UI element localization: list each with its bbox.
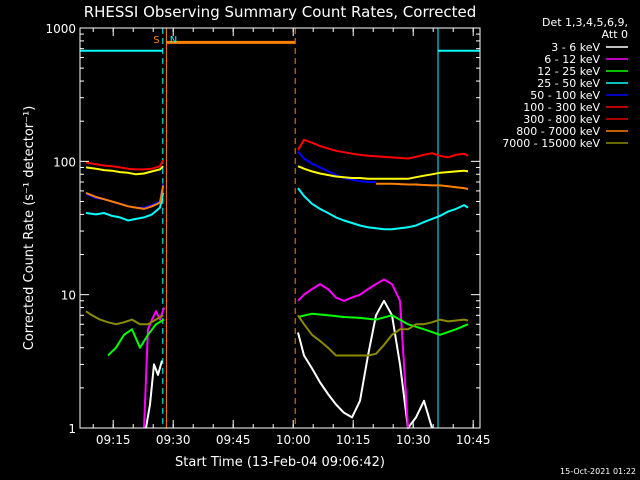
- legend-label: 25 - 50 keV: [537, 77, 600, 90]
- x-tick-label: 10:30: [396, 433, 431, 447]
- x-tick-label: 10:45: [456, 433, 491, 447]
- footer-timestamp: 15-Oct-2021 01:22: [560, 467, 636, 476]
- x-tick-label: 09:15: [96, 433, 131, 447]
- marker-n: N: [170, 35, 177, 46]
- series-line: [145, 360, 163, 429]
- series-line: [297, 299, 433, 429]
- y-tick-label: 1000: [45, 22, 76, 36]
- x-tick-label: 10:15: [336, 433, 371, 447]
- x-tick-label: 09:30: [156, 433, 191, 447]
- legend-label: 12 - 25 keV: [537, 65, 600, 78]
- x-axis-label: Start Time (13-Feb-04 09:06:42): [175, 455, 385, 470]
- series-line: [297, 151, 376, 183]
- legend-label: 7000 - 15000 keV: [502, 137, 600, 150]
- x-tick-label: 10:00: [276, 433, 311, 447]
- legend-label: 100 - 300 keV: [523, 101, 600, 114]
- legend-label: 300 - 800 keV: [523, 113, 600, 126]
- y-tick-label: 100: [53, 155, 76, 169]
- legend-header: Det 1,3,4,5,6,9,: [542, 16, 628, 29]
- y-axis-label: Corrected Count Rate (s⁻¹ detector⁻¹): [22, 106, 37, 351]
- legend-header: Att 0: [602, 28, 628, 41]
- series-line: [297, 165, 469, 180]
- series-line: [107, 318, 165, 357]
- chart-title: RHESSI Observing Summary Count Rates, Co…: [84, 3, 477, 21]
- legend-label: 50 - 100 keV: [530, 89, 600, 102]
- series-line: [297, 312, 469, 336]
- series-line: [297, 278, 409, 429]
- legend-label: 800 - 7000 keV: [516, 125, 600, 138]
- series-line: [297, 187, 469, 231]
- series-line: [376, 182, 469, 190]
- x-axis: 09:15 09:30 09:45 10:00 10:15 10:30 10:45: [92, 28, 491, 447]
- series-line: [297, 138, 469, 160]
- legend-label: 6 - 12 keV: [544, 53, 600, 66]
- y-tick-label: 1: [68, 422, 76, 436]
- marker-s: S: [153, 35, 159, 46]
- series-line: [85, 310, 164, 326]
- series-line: [85, 185, 165, 210]
- plot-frame: [79, 27, 481, 429]
- series-line: [85, 159, 165, 171]
- series-line: [85, 165, 164, 176]
- y-axis: 1 10 100 1000: [45, 22, 480, 436]
- legend-label: 3 - 6 keV: [551, 41, 600, 54]
- y-tick-label: 10: [61, 289, 76, 303]
- series-line: [297, 314, 469, 357]
- series-line: [85, 192, 165, 222]
- x-tick-label: 09:45: [216, 433, 251, 447]
